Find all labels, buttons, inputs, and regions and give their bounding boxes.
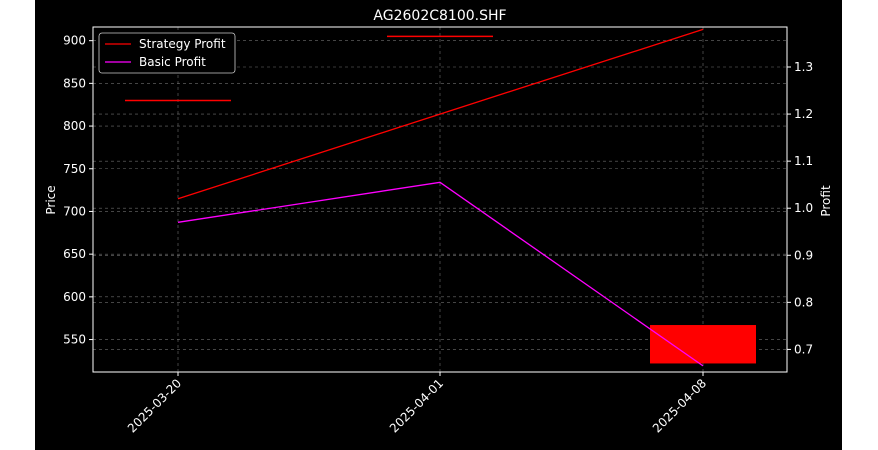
y-tick-label-right: 0.9 bbox=[794, 248, 813, 262]
chart-figure: 550 600 650 700 750 800 850 900 0.7 0.8 0.9 1.0 1.1 1… bbox=[35, 0, 842, 450]
y-tick-label-right: 0.8 bbox=[794, 295, 813, 309]
chart-title: AG2602C8100.SHF bbox=[373, 8, 506, 24]
y-tick-label-left: 600 bbox=[63, 290, 86, 304]
axes-layer: 550 600 650 700 750 800 850 900 0.7 0.8 0.9 1.0 1.1 1… bbox=[63, 26, 813, 435]
data-layer bbox=[125, 28, 756, 367]
x-tick-label: 2025-04-08 bbox=[650, 376, 709, 435]
y-tick-label-left: 850 bbox=[63, 76, 86, 90]
legend-box bbox=[98, 32, 236, 74]
grid-layer bbox=[93, 27, 787, 372]
candle bbox=[650, 325, 756, 364]
x-tick-label: 2025-03-20 bbox=[125, 376, 184, 435]
y-tick-label-right: 1.0 bbox=[794, 201, 813, 215]
y-tick-label-left: 900 bbox=[63, 34, 86, 48]
y-tick-label-right: 1.3 bbox=[794, 60, 813, 74]
chart-svg: 550 600 650 700 750 800 850 900 0.7 0.8 0.9 1.0 1.1 1… bbox=[44, 8, 833, 435]
legend-label: Strategy Profit bbox=[139, 37, 226, 51]
y-tick-label-right: 1.1 bbox=[794, 154, 813, 168]
y-axis-label-right: Profit bbox=[819, 185, 833, 217]
y-tick-label-left: 650 bbox=[63, 247, 86, 261]
x-tick-label: 2025-04-01 bbox=[387, 376, 446, 435]
series-line bbox=[177, 28, 704, 200]
y-tick-label-right: 1.2 bbox=[794, 107, 813, 121]
y-tick-label-left: 700 bbox=[63, 204, 86, 218]
legend-label: Basic Profit bbox=[139, 55, 206, 69]
y-tick-label-left: 750 bbox=[63, 162, 86, 176]
y-tick-label-left: 800 bbox=[63, 119, 86, 133]
plot-frame bbox=[92, 26, 788, 373]
y-axis-label-left: Price bbox=[44, 185, 58, 214]
y-tick-label-left: 550 bbox=[63, 333, 86, 347]
y-tick-label-right: 0.7 bbox=[794, 342, 813, 356]
legend: Strategy Profit Basic Profit bbox=[98, 32, 236, 74]
series-line bbox=[177, 181, 704, 367]
